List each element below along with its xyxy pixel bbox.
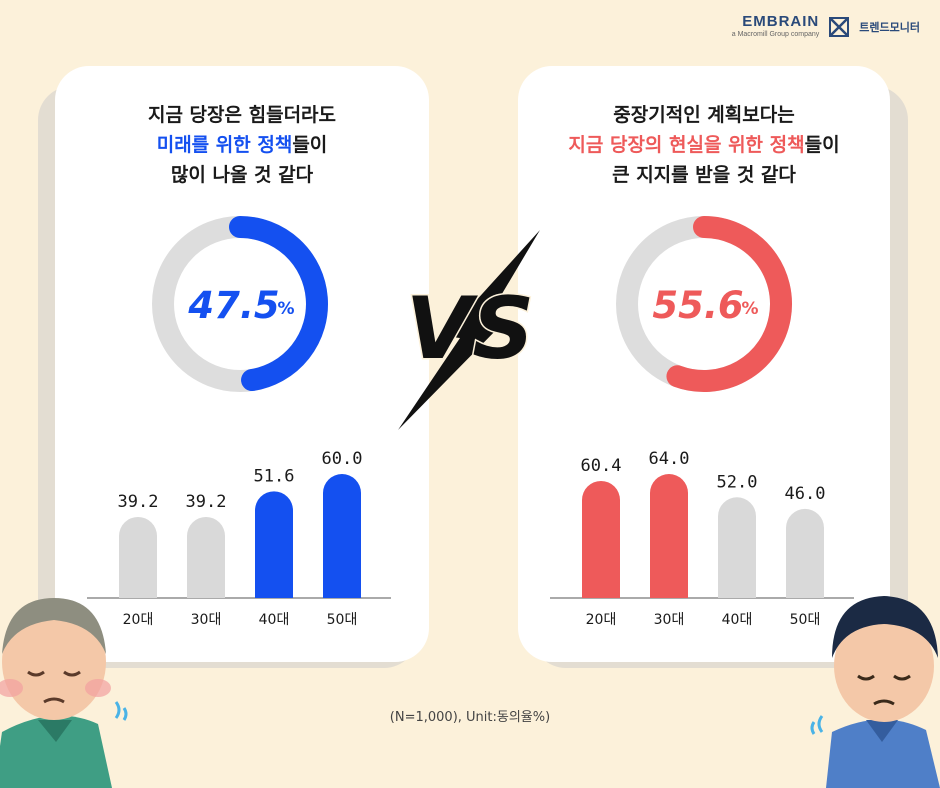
brand-title: 트렌드모니터 xyxy=(859,20,920,34)
right-bar-value-label: 52.0 xyxy=(717,472,758,492)
right-bar-50대 xyxy=(786,508,824,598)
right-headline-line3: 큰 지지를 받을 것 같다 xyxy=(612,164,796,186)
young-man-collar xyxy=(866,720,898,742)
right-headline-line2: 지금 당장의 현실을 위한 정책들이 xyxy=(518,130,890,160)
left-headline: 지금 당장은 힘들더라도 미래를 위한 정책들이 많이 나올 것 같다 xyxy=(55,100,429,190)
right-donut-chart: 55.6 % xyxy=(616,216,792,392)
left-bar-value-label: 39.2 xyxy=(186,492,227,512)
older-man-left-cheek xyxy=(0,679,23,697)
older-man-closed-eyes xyxy=(27,670,81,677)
right-bar-category-label: 40대 xyxy=(722,612,753,628)
right-bar-30대 xyxy=(650,474,688,598)
footnote: (N=1,000), Unit:동의율%) xyxy=(389,710,551,725)
young-man-frown xyxy=(873,699,895,706)
right-headline-highlight: 지금 당장의 현실을 위한 정책 xyxy=(568,134,805,156)
left-bar-category-label: 40대 xyxy=(259,612,290,628)
left-headline-highlight: 미래를 위한 정책 xyxy=(156,134,293,156)
right-bar-chart: 60.4 20대 64.0 30대 52.0 40대 46.0 50대 xyxy=(550,449,854,628)
left-donut-unit: % xyxy=(277,299,294,319)
right-bar-category-label: 20대 xyxy=(586,612,617,628)
young-man-hair xyxy=(832,596,938,658)
older-man-hair xyxy=(2,598,106,654)
left-bar-category-label: 30대 xyxy=(191,612,222,628)
older-man-face xyxy=(2,604,106,720)
young-man-sweat-drops-icon xyxy=(810,715,824,735)
left-bar-category-label: 50대 xyxy=(327,612,358,628)
left-donut-chart: 47.5 % xyxy=(152,216,328,392)
older-man-right-cheek xyxy=(85,679,111,697)
young-man-face xyxy=(834,610,934,722)
left-headline-line3: 많이 나올 것 같다 xyxy=(170,164,314,186)
trend-monitor-icon xyxy=(829,16,850,37)
left-bar-30대 xyxy=(187,516,225,598)
older-man-collar xyxy=(38,720,72,742)
worried-young-man-illustration xyxy=(810,596,940,788)
left-donut-value: 47.5 xyxy=(187,284,279,327)
right-bar-value-label: 64.0 xyxy=(649,449,690,469)
right-donut-value: 55.6 xyxy=(652,284,743,327)
right-donut-unit: % xyxy=(741,299,758,319)
young-man-closed-eyes xyxy=(857,674,911,681)
right-headline-rest: 들이 xyxy=(804,134,840,156)
left-headline-line2: 미래를 위한 정책들이 xyxy=(55,130,429,160)
right-bar-20대 xyxy=(582,480,620,598)
young-man-shirt xyxy=(826,719,940,788)
left-headline-line1: 지금 당장은 힘들더라도 xyxy=(147,104,337,126)
vs-graphic: VS xyxy=(398,230,540,430)
right-bar-value-label: 46.0 xyxy=(785,484,826,504)
right-headline-line1: 중장기적인 계획보다는 xyxy=(613,104,795,126)
left-headline-rest: 들이 xyxy=(292,134,328,156)
left-panel: 지금 당장은 힘들더라도 미래를 위한 정책들이 많이 나올 것 같다 47.5… xyxy=(55,66,429,662)
vs-mark: VS xyxy=(406,279,535,379)
lightning-bolt-icon xyxy=(398,230,540,430)
right-bar-40대 xyxy=(718,497,756,598)
left-bar-value-label: 51.6 xyxy=(254,466,295,486)
left-bar-value-label: 60.0 xyxy=(322,449,363,469)
right-panel: 중장기적인 계획보다는 지금 당장의 현실을 위한 정책들이 큰 지지를 받을 … xyxy=(518,66,890,662)
left-bar-50대 xyxy=(323,474,361,598)
right-bar-value-label: 60.4 xyxy=(581,456,622,476)
right-donut-arc xyxy=(666,216,792,392)
brand-name: EMBRAIN xyxy=(742,13,820,30)
left-bar-category-label: 20대 xyxy=(123,612,154,628)
left-donut-arc xyxy=(229,216,328,392)
left-bar-20대 xyxy=(119,516,157,598)
left-bar-value-label: 39.2 xyxy=(118,492,159,512)
left-bar-chart: 39.2 20대 39.2 30대 51.6 40대 60.0 50대 xyxy=(87,449,391,628)
right-bar-category-label: 50대 xyxy=(790,612,821,628)
older-man-sweater xyxy=(0,715,112,788)
right-bar-category-label: 30대 xyxy=(654,612,685,628)
worried-older-man-illustration xyxy=(0,598,128,788)
brand-logo: EMBRAIN a Macromill Group company 트렌드모니터 xyxy=(732,14,920,39)
left-bar-40대 xyxy=(255,491,293,598)
older-man-frown xyxy=(43,697,65,704)
sweat-drops-icon xyxy=(114,701,128,721)
right-headline: 중장기적인 계획보다는 지금 당장의 현실을 위한 정책들이 큰 지지를 받을 … xyxy=(518,100,890,190)
brand-subtitle: a Macromill Group company xyxy=(731,31,820,38)
